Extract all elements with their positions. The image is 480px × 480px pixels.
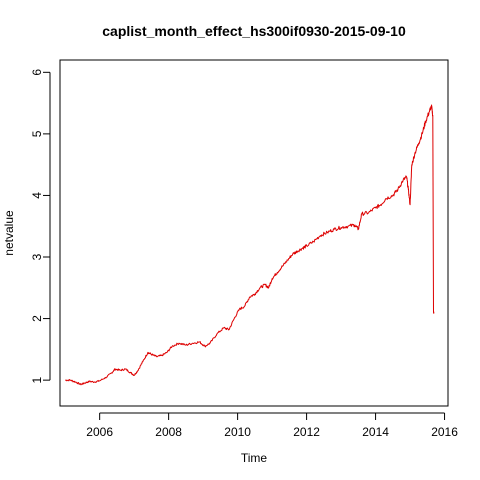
x-axis: 2006 2008 2010 2012 2014 2016: [86, 412, 458, 439]
y-axis: 1 2 3 4 5 6: [30, 69, 51, 383]
plot-frame: [59, 59, 449, 407]
series-layer: [65, 104, 435, 386]
series-line: [65, 104, 435, 386]
y-tick-label: 2: [30, 315, 44, 322]
y-axis-label: netvalue: [2, 210, 16, 256]
y-tick-label: 1: [30, 376, 44, 383]
x-tick-label: 2016: [431, 425, 458, 439]
x-tick-label: 2010: [224, 425, 251, 439]
x-tick-label: 2014: [362, 425, 389, 439]
x-axis-label: Time: [241, 451, 268, 465]
x-tick-label: 2006: [86, 425, 113, 439]
x-tick-label: 2008: [155, 425, 182, 439]
y-tick-label: 3: [30, 253, 44, 260]
y-tick-label: 6: [30, 69, 44, 76]
y-tick-label: 5: [30, 130, 44, 137]
y-tick-label: 4: [30, 192, 44, 199]
x-tick-label: 2012: [293, 425, 320, 439]
chart-title: caplist_month_effect_hs300if0930-2015-09…: [102, 23, 406, 39]
